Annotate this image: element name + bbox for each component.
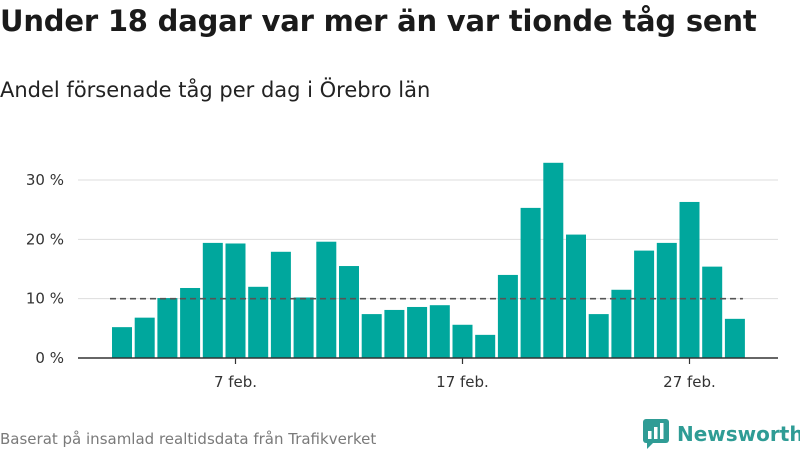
y-tick-label: 10 %: [26, 290, 64, 308]
bar: [225, 243, 246, 358]
bar: [248, 286, 269, 358]
bars: [112, 162, 745, 358]
newsworthy-logo-icon: [643, 419, 669, 449]
x-tick-label: 17 feb.: [436, 373, 489, 391]
x-axis: [78, 357, 778, 364]
bar: [588, 314, 609, 358]
y-tick-label: 20 %: [26, 230, 64, 248]
bar: [724, 318, 745, 358]
bar-chart: 0 % 10 % 20 % 30 % 7 feb. 17 feb. 27 feb.: [26, 162, 778, 391]
chart-title: Under 18 dagar var mer än var tionde tåg…: [0, 4, 757, 38]
bar: [202, 242, 223, 358]
bar: [384, 309, 405, 358]
y-tick-label: 0 %: [35, 349, 64, 367]
x-tick-label: 7 feb.: [214, 373, 257, 391]
bar: [566, 234, 586, 358]
bar: [520, 207, 541, 358]
bar: [180, 287, 201, 358]
bar: [361, 314, 382, 358]
bar: [316, 241, 337, 358]
bar: [702, 266, 723, 358]
source-note: Baserat på insamlad realtidsdata från Tr…: [0, 430, 377, 448]
bar: [339, 266, 359, 358]
chart-subtitle: Andel försenade tåg per dag i Örebro län: [0, 78, 431, 102]
bar: [497, 274, 518, 358]
bar: [679, 201, 700, 358]
bar: [543, 162, 564, 358]
y-tick-label: 30 %: [26, 171, 64, 189]
bar: [475, 334, 496, 358]
bar: [452, 324, 473, 358]
brand-name: Newsworthy: [677, 422, 800, 446]
bar: [611, 289, 632, 358]
y-axis-labels: 0 % 10 % 20 % 30 %: [26, 171, 64, 367]
bar: [134, 317, 155, 358]
bar: [634, 250, 655, 358]
bar: [112, 327, 132, 358]
bar: [270, 251, 291, 358]
bar: [407, 306, 428, 358]
brand-logo: Newsworthy: [643, 419, 800, 449]
bar: [293, 297, 314, 358]
bar: [429, 305, 450, 358]
x-axis-labels: 7 feb. 17 feb. 27 feb.: [214, 373, 716, 391]
bar: [157, 298, 178, 358]
bar: [656, 242, 677, 358]
x-tick-label: 27 feb.: [663, 373, 716, 391]
